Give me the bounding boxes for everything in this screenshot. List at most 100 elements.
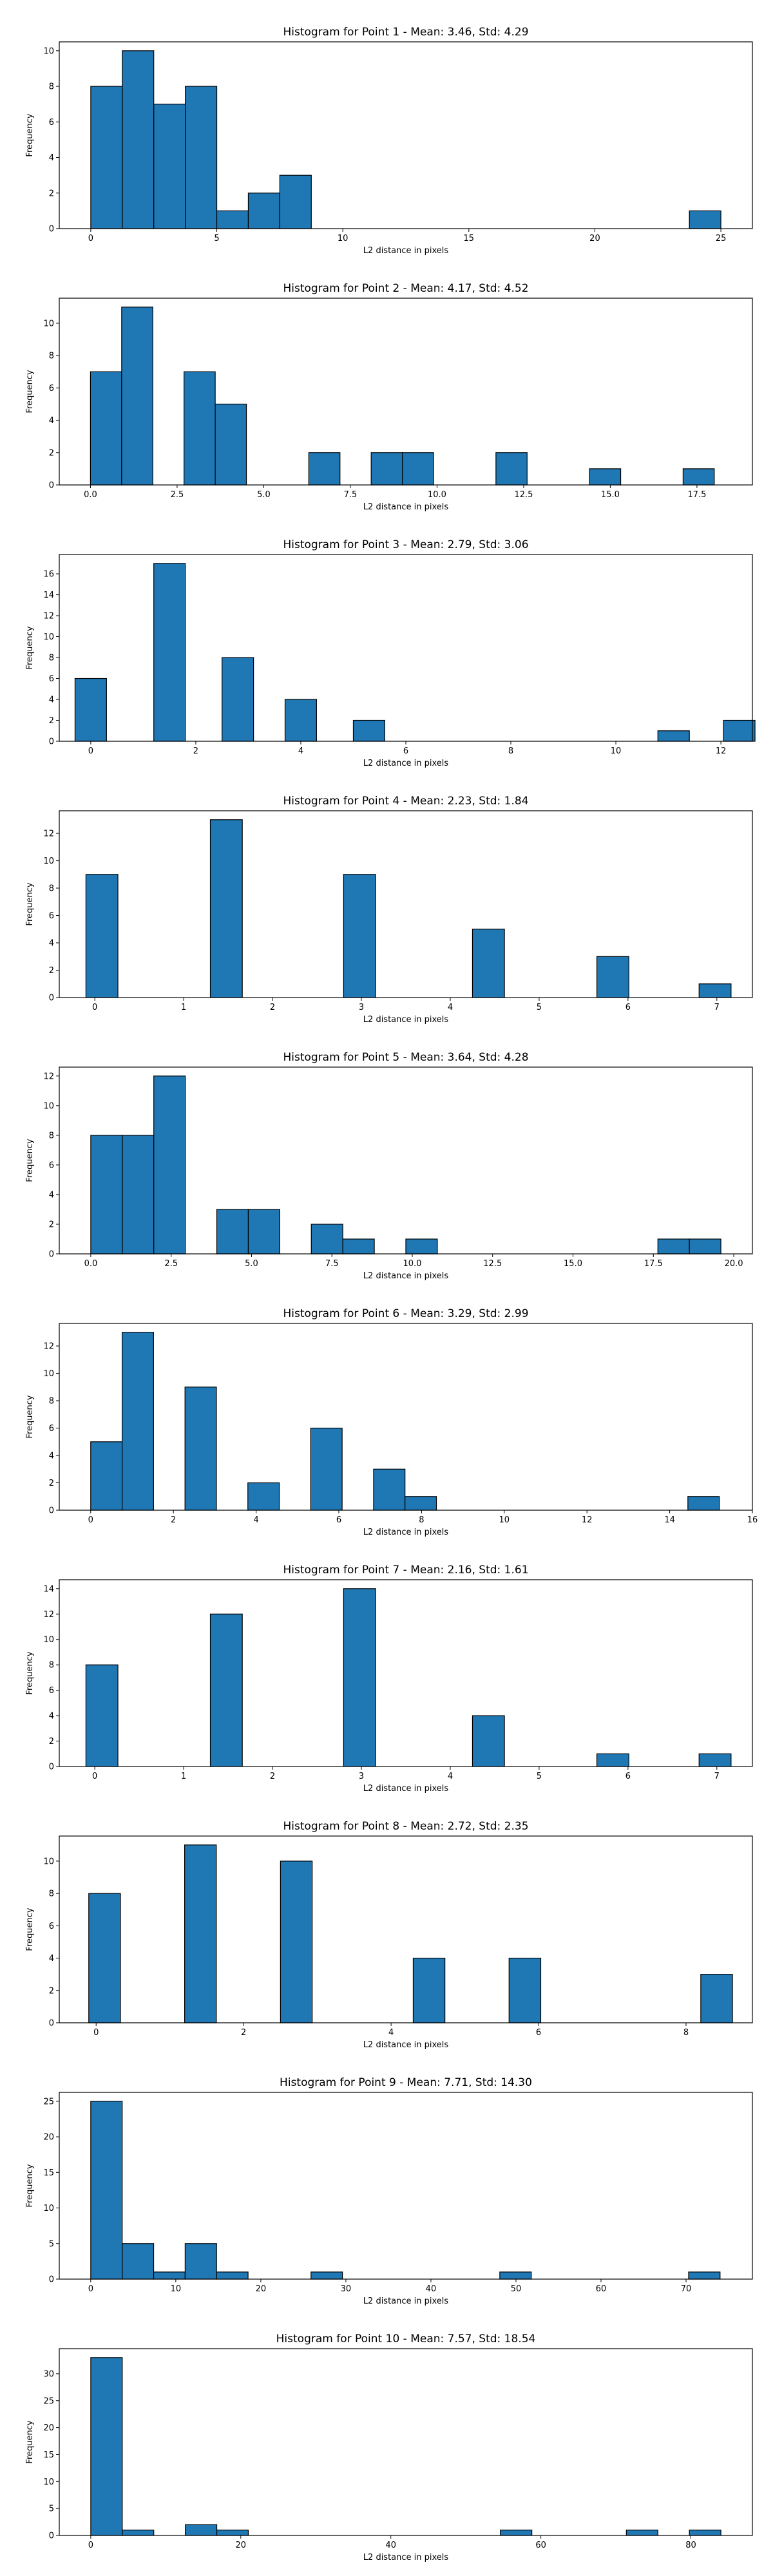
- y-tick-label: 6: [49, 384, 54, 393]
- histogram-point-7: Histogram for Point 7 - Mean: 2.16, Std:…: [25, 1564, 753, 1794]
- histogram-bar: [625, 2530, 658, 2536]
- y-tick-label: 0: [49, 2275, 54, 2285]
- x-tick-label: 7: [714, 1772, 720, 1781]
- x-axis-label: L2 distance in pixels: [363, 2553, 449, 2562]
- histogram-bar: [222, 657, 254, 742]
- y-tick-label: 4: [49, 939, 54, 949]
- x-tick-label: 10: [611, 746, 622, 756]
- histogram-point-2: Histogram for Point 2 - Mean: 4.17, Std:…: [25, 282, 753, 512]
- histogram-bar: [689, 2530, 721, 2536]
- histogram-point-6: Histogram for Point 6 - Mean: 3.29, Std:…: [25, 1307, 758, 1537]
- y-tick-label: 4: [49, 153, 54, 163]
- y-tick-label: 10: [43, 1101, 54, 1111]
- chart-title: Histogram for Point 2 - Mean: 4.17, Std:…: [283, 282, 528, 295]
- histogram-bar: [682, 468, 715, 486]
- x-tick-label: 15.0: [601, 490, 620, 500]
- histogram-bar: [279, 175, 312, 229]
- x-tick-label: 8: [683, 2028, 689, 2038]
- x-tick-label: 15: [464, 234, 475, 243]
- x-tick-label: 10: [171, 2284, 182, 2294]
- histogram-bar: [280, 1861, 313, 2023]
- y-tick-label: 10: [43, 46, 54, 56]
- histogram-bar: [343, 874, 376, 998]
- y-tick-label: 6: [49, 911, 54, 921]
- y-axis-label: Frequency: [25, 1395, 35, 1438]
- histogram-bar: [500, 2530, 533, 2536]
- histogram-bar: [185, 86, 218, 229]
- y-tick-label: 5: [49, 2505, 54, 2514]
- chart-title: Histogram for Point 4 - Mean: 2.23, Std:…: [283, 795, 528, 808]
- histogram-point-8: Histogram for Point 8 - Mean: 2.72, Std:…: [25, 1820, 753, 2050]
- histogram-bar: [698, 1753, 732, 1767]
- x-tick-label: 20: [256, 2284, 267, 2294]
- x-tick-label: 2: [171, 1515, 176, 1525]
- x-tick-label: 20: [589, 234, 600, 243]
- x-tick-label: 16: [747, 1515, 758, 1525]
- chart-title: Histogram for Point 9 - Mean: 7.71, Std:…: [280, 2076, 532, 2089]
- x-tick-label: 20: [236, 2541, 247, 2550]
- y-tick-label: 8: [49, 82, 54, 92]
- histogram-bar: [153, 2271, 186, 2280]
- x-tick-label: 1: [181, 1003, 186, 1012]
- histogram-bar: [472, 1715, 505, 1767]
- y-tick-label: 2: [49, 1479, 54, 1488]
- y-tick-label: 6: [49, 1686, 54, 1696]
- x-tick-label: 17.5: [644, 1259, 663, 1269]
- histogram-point-4: Histogram for Point 4 - Mean: 2.23, Std:…: [25, 795, 753, 1025]
- y-tick-label: 0: [49, 481, 54, 491]
- x-tick-label: 7.5: [344, 490, 358, 500]
- histogram-bar: [373, 1468, 406, 1511]
- chart-title: Histogram for Point 1 - Mean: 3.46, Std:…: [283, 26, 528, 39]
- x-tick-label: 1: [181, 1772, 186, 1781]
- x-tick-label: 2: [241, 2028, 246, 2038]
- y-axis-label: Frequency: [25, 1651, 35, 1694]
- plot-frame: [59, 1579, 753, 1767]
- histogram-bar: [184, 1387, 217, 1511]
- x-axis-label: L2 distance in pixels: [363, 502, 449, 512]
- y-tick-label: 8: [49, 1661, 54, 1671]
- histogram-bar: [85, 1664, 119, 1767]
- x-tick-label: 6: [336, 1515, 341, 1525]
- x-tick-label: 7: [714, 1003, 720, 1012]
- x-axis-label: L2 distance in pixels: [363, 759, 449, 768]
- x-tick-label: 5: [537, 1772, 542, 1781]
- x-tick-label: 12.5: [483, 1259, 502, 1269]
- histogram-bar: [122, 2243, 155, 2280]
- x-tick-label: 70: [681, 2284, 692, 2294]
- histogram-bar: [121, 307, 153, 486]
- x-tick-label: 25: [716, 234, 727, 243]
- x-tick-label: 10.0: [403, 1259, 422, 1269]
- histogram-bar: [412, 1957, 446, 2023]
- x-tick-label: 0: [93, 2028, 99, 2038]
- histogram-bar: [216, 210, 249, 229]
- y-tick-label: 12: [43, 612, 54, 621]
- y-tick-label: 2: [49, 189, 54, 198]
- x-tick-label: 5: [214, 234, 219, 243]
- histogram-bar: [184, 1844, 217, 2023]
- histogram-bar: [184, 371, 216, 486]
- histogram-bar: [153, 563, 186, 742]
- x-tick-label: 80: [685, 2541, 696, 2550]
- x-tick-label: 30: [341, 2284, 352, 2294]
- y-tick-label: 10: [43, 2204, 54, 2213]
- x-tick-label: 2: [270, 1003, 275, 1012]
- histogram-bar: [216, 2271, 249, 2280]
- x-tick-label: 0: [88, 2284, 93, 2294]
- x-tick-label: 4: [253, 1515, 258, 1525]
- y-tick-label: 2: [49, 966, 54, 976]
- histogram-bar: [657, 1238, 690, 1255]
- histogram-bar: [343, 1588, 376, 1767]
- y-tick-label: 6: [49, 1922, 54, 1931]
- y-tick-label: 14: [43, 591, 54, 600]
- y-axis-label: Frequency: [25, 1139, 35, 1182]
- y-tick-label: 2: [49, 1737, 54, 1747]
- histogram-bar: [209, 1613, 243, 1767]
- histogram-bar: [499, 2271, 532, 2280]
- x-tick-label: 5.0: [257, 490, 271, 500]
- x-tick-label: 2: [270, 1772, 275, 1781]
- histogram-bar: [310, 1427, 343, 1511]
- histogram-bar: [405, 1496, 437, 1511]
- y-axis-label: Frequency: [25, 2164, 35, 2207]
- histogram-bar: [247, 193, 280, 229]
